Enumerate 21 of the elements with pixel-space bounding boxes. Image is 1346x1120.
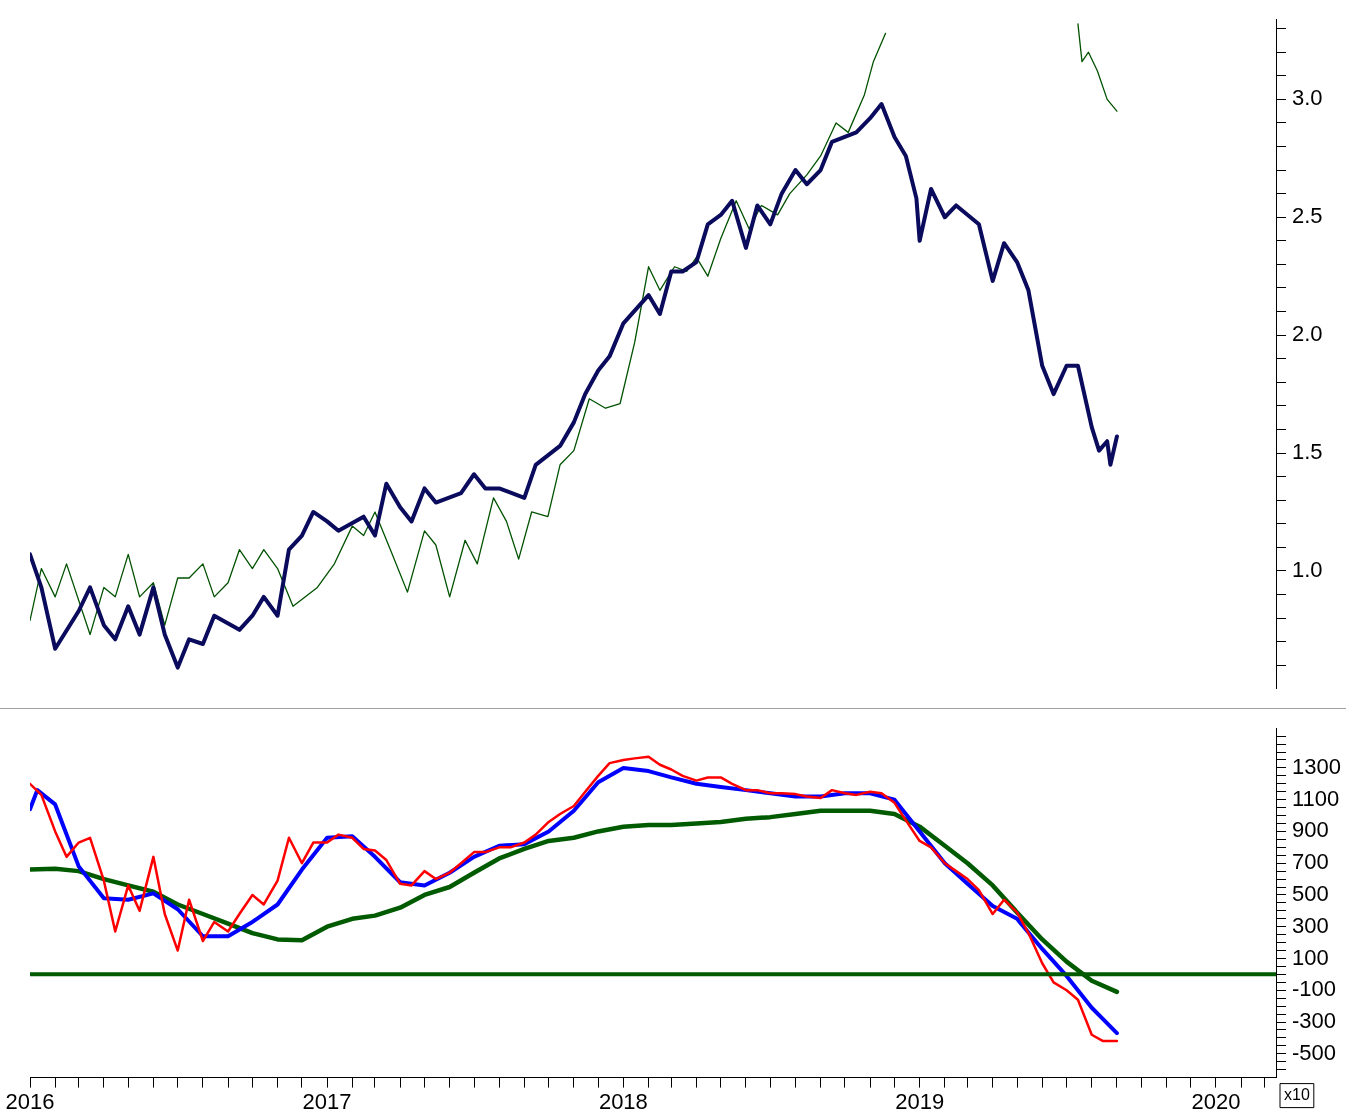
- x-tick-label: 2019: [895, 1088, 945, 1114]
- y-tick-label: 1100: [1292, 785, 1340, 811]
- y-tick-label: 2.0: [1292, 321, 1323, 347]
- y-tick-label: 100: [1292, 944, 1329, 970]
- y-tick-label: 900: [1292, 817, 1329, 843]
- y-tick-label: 3.0: [1292, 85, 1323, 111]
- y-tick-label: 1.5: [1292, 439, 1323, 465]
- y-tick-label: 2.5: [1292, 203, 1323, 229]
- y-tick-label: 1300: [1292, 753, 1341, 779]
- y-tick-label: -100: [1292, 976, 1337, 1002]
- x-tick-label: 2018: [598, 1088, 648, 1114]
- y-tick-label: 700: [1292, 849, 1329, 875]
- y-tick-label: -500: [1292, 1039, 1337, 1065]
- y-tick-label: 1.0: [1292, 556, 1323, 582]
- y-tick-label: 500: [1292, 881, 1329, 907]
- y-tick-label: 300: [1292, 912, 1329, 938]
- y-tick-label: -300: [1292, 1008, 1337, 1034]
- x-tick-label: 2016: [5, 1088, 55, 1114]
- x-tick-label: 2020: [1191, 1088, 1241, 1114]
- x-tick-label: 2017: [302, 1088, 352, 1114]
- text: x10: [1284, 1086, 1310, 1104]
